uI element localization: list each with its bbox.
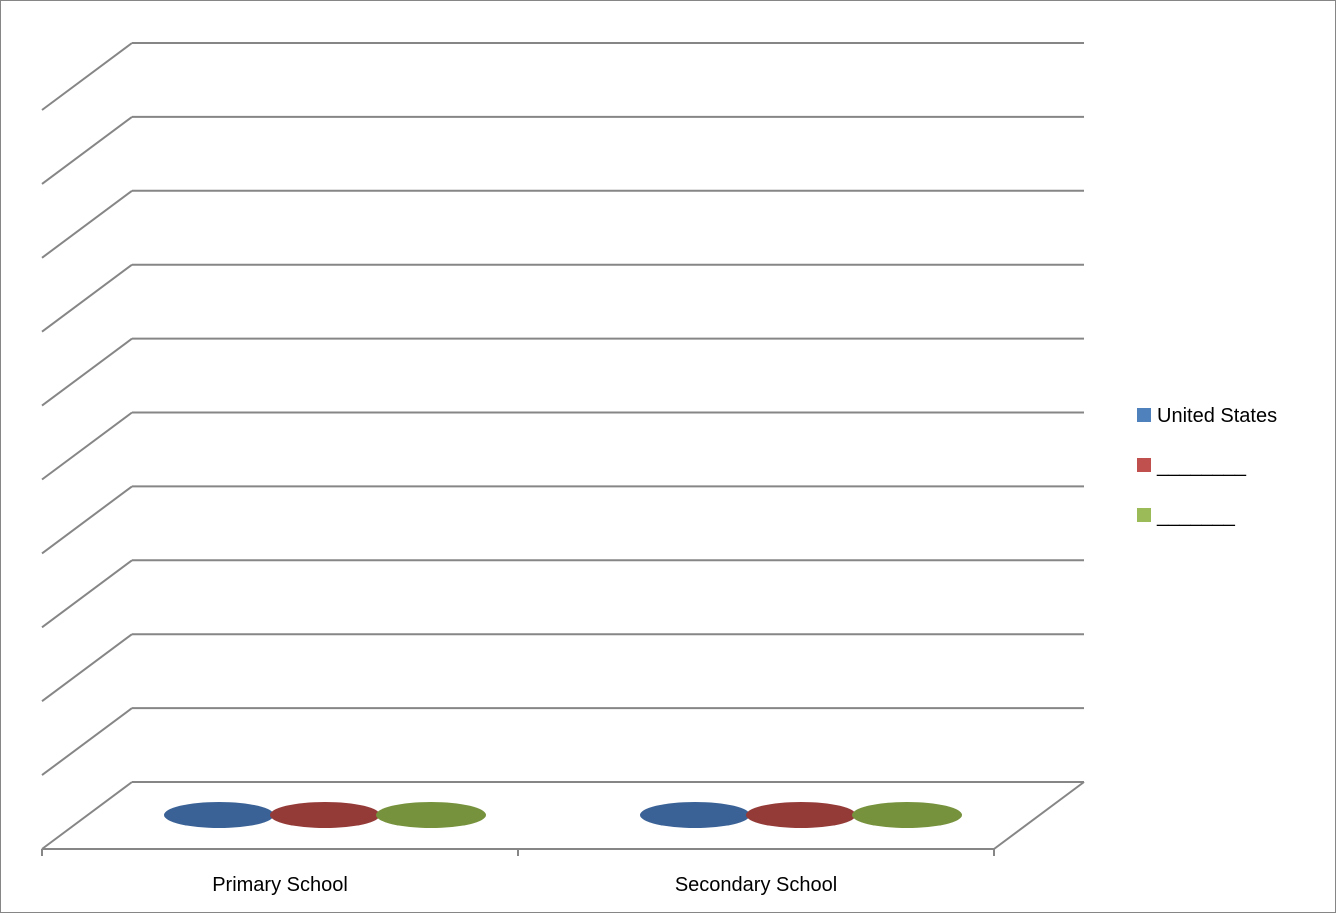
gridline	[41, 42, 1084, 111]
gridline	[41, 485, 1084, 555]
x-axis: Primary School Secondary School	[41, 849, 995, 896]
gridline	[41, 189, 1084, 259]
gridlines	[41, 42, 1084, 850]
bar	[270, 802, 380, 828]
legend-swatch	[1137, 508, 1151, 522]
legend-swatch	[1137, 458, 1151, 472]
legend-swatch	[1137, 408, 1151, 422]
gridline	[41, 115, 1084, 185]
bar	[640, 802, 750, 828]
legend-item: United States	[1137, 405, 1277, 427]
bar	[376, 802, 486, 828]
legend-label: ________	[1156, 455, 1247, 477]
gridline	[41, 263, 1084, 333]
legend-item: _______	[1137, 505, 1236, 527]
chart-bars	[164, 802, 962, 828]
x-tick-label: Primary School	[212, 874, 348, 896]
bar	[852, 802, 962, 828]
gridline	[41, 781, 1084, 850]
legend-label: _______	[1156, 505, 1236, 527]
x-tick-label: Secondary School	[675, 874, 837, 896]
gridline	[41, 559, 1084, 629]
gridline	[41, 633, 1084, 703]
bar	[746, 802, 856, 828]
bar	[164, 802, 274, 828]
gridline	[41, 337, 1084, 407]
legend-item: ________	[1137, 455, 1247, 477]
floor-right-edge	[993, 781, 1085, 850]
gridline	[41, 707, 1084, 776]
legend: United States ________ _______	[1137, 405, 1277, 527]
legend-label: United States	[1157, 405, 1277, 427]
gridline	[41, 411, 1084, 481]
